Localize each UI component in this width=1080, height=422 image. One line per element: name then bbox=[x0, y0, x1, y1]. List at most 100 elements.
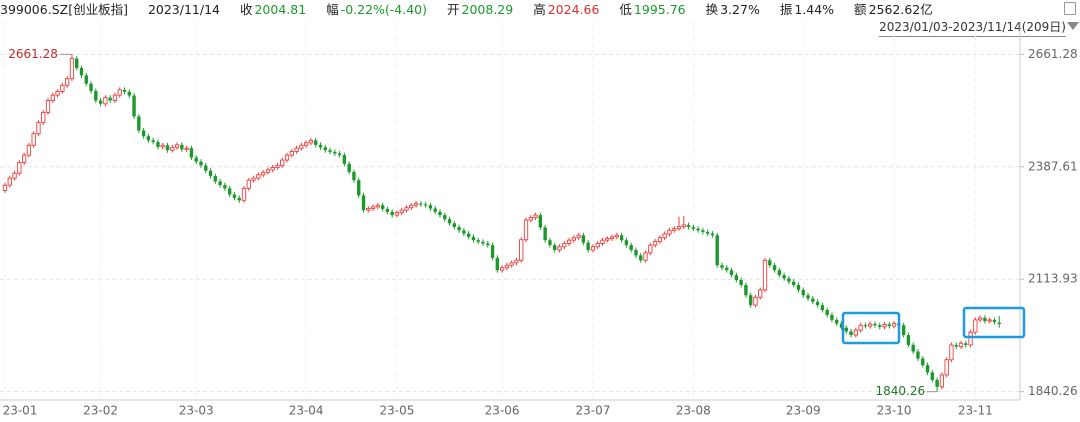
change-label: 幅 bbox=[326, 2, 339, 17]
candle-body bbox=[772, 265, 777, 271]
candle-body bbox=[160, 144, 165, 148]
open-label: 开 bbox=[447, 2, 460, 17]
candle-body bbox=[964, 343, 968, 345]
candle-body bbox=[548, 240, 552, 246]
candle-body bbox=[954, 344, 958, 347]
candle-body bbox=[744, 284, 748, 296]
candle-body bbox=[696, 228, 700, 231]
candle-body bbox=[796, 284, 801, 290]
candle-body bbox=[672, 228, 677, 231]
candle-body bbox=[581, 235, 586, 243]
candle-body bbox=[705, 231, 710, 234]
candle-body bbox=[562, 243, 567, 248]
candle-body bbox=[863, 325, 868, 327]
candle-body bbox=[394, 212, 400, 216]
min-label: 1840.26 bbox=[875, 384, 925, 398]
candle-body bbox=[614, 234, 619, 238]
candle-body bbox=[127, 91, 131, 96]
candle-body bbox=[466, 233, 471, 237]
candle-body bbox=[944, 359, 949, 376]
candle-body bbox=[590, 246, 596, 251]
x-tick-label: 23-10 bbox=[877, 404, 912, 418]
candle-body bbox=[906, 335, 911, 345]
candle-body bbox=[419, 203, 423, 205]
candle-body bbox=[882, 323, 887, 328]
candle-body bbox=[447, 219, 452, 224]
candle-body bbox=[347, 163, 351, 172]
candle-body bbox=[973, 319, 978, 333]
candle-body bbox=[270, 166, 275, 171]
candle-body bbox=[352, 171, 356, 181]
max-label: 2661.28 bbox=[8, 47, 58, 61]
candle-body bbox=[184, 147, 189, 150]
x-tick-label: 23-02 bbox=[83, 404, 118, 418]
candle-body bbox=[835, 319, 839, 324]
range-selector[interactable]: 2023/01/03-2023/11/14(209日) bbox=[879, 18, 1066, 37]
candle-body bbox=[609, 236, 615, 239]
candle-body bbox=[987, 319, 992, 322]
candle-body bbox=[509, 262, 514, 266]
candle-body bbox=[260, 171, 266, 176]
low-value: 1995.76 bbox=[633, 2, 686, 17]
candle-body bbox=[758, 289, 763, 298]
candle-body bbox=[79, 68, 84, 76]
x-tick-label: 23-06 bbox=[485, 404, 520, 418]
close-label: 收 bbox=[239, 2, 253, 17]
candle-body bbox=[117, 89, 122, 96]
candle-body bbox=[490, 245, 495, 258]
x-tick-label: 23-04 bbox=[289, 404, 324, 418]
candle-body bbox=[457, 227, 461, 231]
x-tick-label: 23-08 bbox=[676, 404, 711, 418]
candle-body bbox=[275, 164, 280, 168]
candle-body bbox=[858, 324, 863, 331]
candle-body bbox=[925, 365, 930, 373]
candle-body bbox=[523, 219, 529, 241]
settings-icon[interactable] bbox=[1064, 2, 1076, 15]
candle-body bbox=[710, 233, 715, 236]
candle-body bbox=[901, 325, 906, 336]
candle-body bbox=[246, 179, 251, 189]
candle-body bbox=[7, 177, 12, 186]
amount-label: 额 bbox=[854, 2, 867, 17]
x-tick-label: 23-01 bbox=[3, 404, 38, 418]
candle-body bbox=[122, 89, 127, 92]
candle-body bbox=[208, 170, 213, 177]
candle-body bbox=[576, 234, 581, 239]
candle-body bbox=[112, 94, 118, 101]
candle-body bbox=[333, 151, 337, 154]
range-dropdown[interactable] bbox=[1067, 22, 1079, 30]
candle-body bbox=[251, 177, 256, 181]
candle-body bbox=[318, 144, 323, 148]
candle-body bbox=[137, 116, 141, 131]
candle-body bbox=[241, 187, 247, 201]
candle-body bbox=[357, 180, 361, 196]
candle-body bbox=[801, 289, 805, 296]
quote-date: 2023/11/14 bbox=[147, 2, 220, 17]
candle-body bbox=[146, 136, 151, 141]
candle-body bbox=[853, 329, 858, 336]
candle-body bbox=[787, 278, 791, 282]
candle-body bbox=[174, 144, 180, 148]
candle-body bbox=[284, 154, 290, 161]
candle-body bbox=[17, 162, 22, 174]
candle-body bbox=[605, 238, 610, 241]
candle-body bbox=[634, 250, 638, 256]
candle-body bbox=[69, 58, 75, 80]
low-label: 低 bbox=[619, 2, 632, 17]
turnover-value: 3.27% bbox=[720, 2, 760, 17]
candle-body bbox=[600, 239, 605, 244]
candle-body bbox=[342, 155, 347, 164]
candle-body bbox=[911, 344, 915, 352]
candle-body bbox=[55, 90, 60, 96]
candle-body bbox=[256, 174, 261, 179]
candle-body bbox=[265, 169, 271, 173]
candle-body bbox=[681, 224, 686, 228]
candle-body bbox=[992, 319, 997, 322]
candle-body bbox=[26, 144, 32, 156]
candle-body bbox=[639, 255, 643, 261]
candle-body bbox=[204, 165, 208, 171]
candle-body bbox=[691, 227, 696, 229]
change-value: -0.22%(-4.40) bbox=[340, 2, 428, 17]
candle-body bbox=[462, 230, 466, 234]
